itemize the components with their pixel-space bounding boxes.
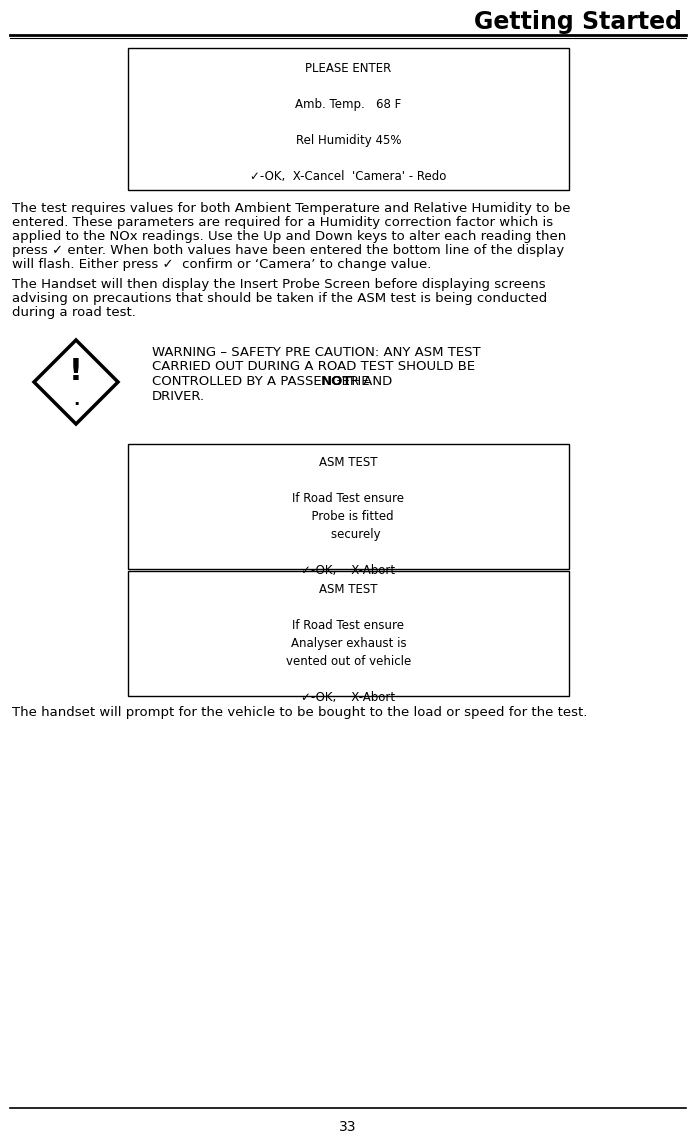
Text: Rel Humidity 45%: Rel Humidity 45% bbox=[296, 134, 402, 147]
Text: ✓-OK,  X-Cancel  'Camera' - Redo: ✓-OK, X-Cancel 'Camera' - Redo bbox=[251, 170, 447, 183]
Text: If Road Test ensure: If Road Test ensure bbox=[292, 618, 404, 632]
Text: applied to the NOx readings. Use the Up and Down keys to alter each reading then: applied to the NOx readings. Use the Up … bbox=[12, 230, 567, 243]
Text: If Road Test ensure: If Road Test ensure bbox=[292, 492, 404, 505]
Text: The handset will prompt for the vehicle to be bought to the load or speed for th: The handset will prompt for the vehicle … bbox=[12, 706, 587, 719]
Text: will flash. Either press ✓  confirm or ‘Camera’ to change value.: will flash. Either press ✓ confirm or ‘C… bbox=[12, 259, 432, 271]
FancyBboxPatch shape bbox=[128, 571, 569, 696]
Text: The test requires values for both Ambient Temperature and Relative Humidity to b: The test requires values for both Ambien… bbox=[12, 202, 571, 215]
Text: The Handset will then display the Insert Probe Screen before displaying screens: The Handset will then display the Insert… bbox=[12, 278, 546, 290]
Text: WARNING – SAFETY PRE CAUTION: ANY ASM TEST: WARNING – SAFETY PRE CAUTION: ANY ASM TE… bbox=[152, 346, 481, 359]
Text: DRIVER.: DRIVER. bbox=[152, 390, 205, 402]
Text: !: ! bbox=[69, 358, 83, 386]
Text: ASM TEST: ASM TEST bbox=[319, 456, 378, 469]
FancyBboxPatch shape bbox=[128, 444, 569, 570]
Text: Probe is fitted: Probe is fitted bbox=[303, 510, 393, 523]
Text: ASM TEST: ASM TEST bbox=[319, 583, 378, 596]
Text: Analyser exhaust is: Analyser exhaust is bbox=[291, 637, 406, 650]
Text: advising on precautions that should be taken if the ASM test is being conducted: advising on precautions that should be t… bbox=[12, 292, 547, 305]
Text: ✓-OK,    X-Abort: ✓-OK, X-Abort bbox=[301, 691, 395, 704]
Text: ✓-OK,    X-Abort: ✓-OK, X-Abort bbox=[301, 564, 395, 577]
Text: securely: securely bbox=[316, 528, 381, 541]
Text: PLEASE ENTER: PLEASE ENTER bbox=[306, 62, 392, 75]
Text: Amb. Temp.   68 F: Amb. Temp. 68 F bbox=[295, 98, 402, 110]
Text: vented out of vehicle: vented out of vehicle bbox=[286, 655, 411, 667]
Text: .: . bbox=[73, 391, 79, 409]
Polygon shape bbox=[34, 341, 118, 424]
FancyBboxPatch shape bbox=[128, 48, 569, 190]
Text: during a road test.: during a road test. bbox=[12, 306, 136, 319]
Text: NOT: NOT bbox=[321, 375, 352, 388]
Text: press ✓ enter. When both values have been entered the bottom line of the display: press ✓ enter. When both values have bee… bbox=[12, 244, 564, 257]
Text: Getting Started: Getting Started bbox=[474, 10, 682, 34]
Text: entered. These parameters are required for a Humidity correction factor which is: entered. These parameters are required f… bbox=[12, 216, 553, 229]
Text: THE: THE bbox=[339, 375, 370, 388]
Text: CONTROLLED BY A PASSENGER AND: CONTROLLED BY A PASSENGER AND bbox=[152, 375, 397, 388]
Text: 33: 33 bbox=[339, 1120, 357, 1134]
Text: CARRIED OUT DURING A ROAD TEST SHOULD BE: CARRIED OUT DURING A ROAD TEST SHOULD BE bbox=[152, 361, 475, 374]
